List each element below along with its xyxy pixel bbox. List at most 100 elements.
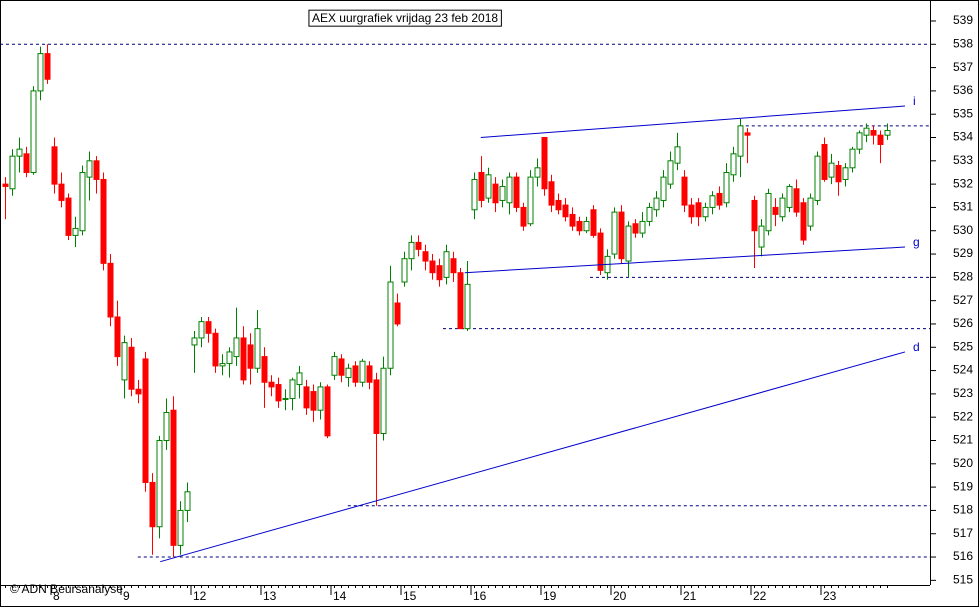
title-box <box>308 9 502 27</box>
candle-body <box>44 53 51 80</box>
candle-body <box>499 185 506 201</box>
candle-body <box>443 251 450 278</box>
candle-body <box>569 213 576 227</box>
candle-body <box>660 176 667 201</box>
candle-body <box>240 337 247 381</box>
y-tick-label: 532 <box>953 176 973 190</box>
candle-body <box>359 360 366 383</box>
trend-label: d <box>913 340 920 354</box>
candle-body <box>555 199 562 211</box>
y-tick-label: 535 <box>953 106 973 120</box>
candle-body <box>289 379 296 400</box>
candle-body <box>121 342 128 381</box>
candle-body <box>779 197 786 218</box>
y-tick-label: 536 <box>953 83 973 97</box>
candle-body <box>716 192 723 206</box>
trend-label: i <box>913 94 916 108</box>
candle-body <box>275 384 282 402</box>
candle-body <box>821 144 828 180</box>
candle-body <box>128 346 135 390</box>
chart-title: AEX uurgrafiek vrijdag 23 feb 2018 <box>312 11 498 25</box>
candle-body <box>261 356 268 383</box>
y-tick-label: 533 <box>953 153 973 167</box>
y-tick-label: 537 <box>953 60 973 74</box>
x-tick-label: 15 <box>403 589 417 603</box>
candle-body <box>646 206 653 222</box>
candle-body <box>751 199 758 232</box>
candle-body <box>387 281 394 369</box>
candle-body <box>100 178 107 264</box>
candle-body <box>23 153 30 173</box>
candle-body <box>345 367 352 379</box>
candle-body <box>674 146 681 164</box>
candle-body <box>884 130 891 136</box>
candle-body <box>597 232 604 271</box>
y-tick-label: 519 <box>953 479 973 493</box>
candle-body <box>352 365 359 383</box>
trend-label: g <box>913 235 920 249</box>
candle-body <box>366 365 373 383</box>
candle-body <box>331 356 338 376</box>
candle-body <box>408 241 415 260</box>
candle-body <box>856 132 863 150</box>
candle-body <box>303 386 310 409</box>
candle-body <box>436 265 443 281</box>
candle-body <box>450 258 457 274</box>
candle-body <box>744 132 751 136</box>
y-tick-label: 520 <box>953 456 973 470</box>
candle-body <box>156 439 163 528</box>
candle-body <box>471 178 478 211</box>
candle-body <box>163 412 170 441</box>
candle-body <box>205 321 212 334</box>
candle-body <box>72 227 79 236</box>
candle-body <box>254 328 261 369</box>
candle-body <box>226 351 233 365</box>
x-tick-label: 20 <box>613 589 627 603</box>
source: © ADN Beursanalyse <box>10 582 123 596</box>
candle-body <box>464 283 471 330</box>
trend-line <box>464 246 906 274</box>
candle-body <box>576 220 583 232</box>
y-tick-label: 528 <box>953 270 973 284</box>
candle-body <box>849 148 856 169</box>
y-tick-label: 531 <box>953 200 973 214</box>
candle-body <box>317 386 324 411</box>
y-tick-label: 515 <box>953 573 973 587</box>
y-tick-label: 517 <box>953 526 973 540</box>
candle-body <box>282 398 289 401</box>
candle-body <box>401 258 408 283</box>
candle-body <box>541 137 548 190</box>
trend-line <box>160 351 906 563</box>
candle-body <box>772 206 779 215</box>
y-tick-label: 525 <box>953 339 973 353</box>
candle-body <box>380 367 387 435</box>
candle-body <box>30 90 37 173</box>
y-tick-label: 529 <box>953 246 973 260</box>
candle-body <box>870 130 877 136</box>
candle-body <box>114 316 121 358</box>
candle-body <box>639 220 646 234</box>
candle-body <box>9 155 16 190</box>
candle-body <box>583 220 590 232</box>
candle-body <box>415 241 422 250</box>
candle-body <box>653 197 660 211</box>
x-tick-label: 16 <box>473 589 487 603</box>
candle-body <box>758 225 765 248</box>
candle-body <box>688 204 695 218</box>
y-tick-label: 534 <box>953 130 973 144</box>
y-tick-label: 526 <box>953 316 973 330</box>
candle-body <box>814 155 821 201</box>
candle-body <box>310 391 317 411</box>
candle-body <box>562 204 569 218</box>
y-tick-label: 538 <box>953 36 973 50</box>
x-tick-label: 9 <box>123 589 130 603</box>
candle-body <box>233 337 240 358</box>
candle-body <box>86 160 93 178</box>
candle-body <box>198 321 205 339</box>
candle-body <box>135 388 142 395</box>
y-tick-label: 530 <box>953 223 973 237</box>
candle-body <box>695 202 702 218</box>
candle-body <box>506 176 513 204</box>
x-tick-label: 12 <box>193 589 207 603</box>
